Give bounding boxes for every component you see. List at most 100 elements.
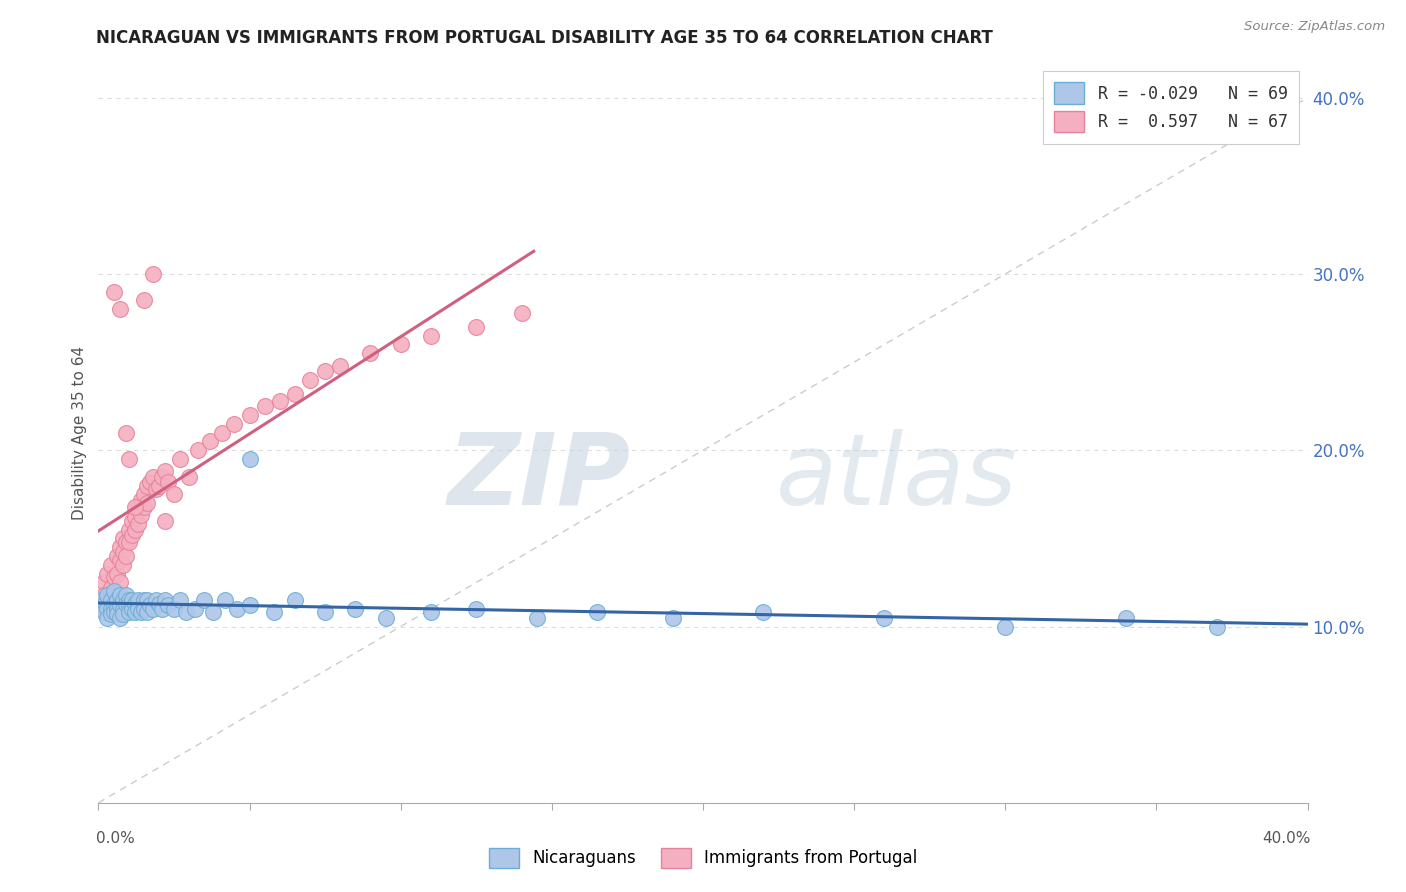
Point: [132, 602, 155, 616]
Point: [127, 517, 149, 532]
Point: [111, 545, 134, 559]
Point: [1115, 610, 1137, 624]
Point: [90, 602, 112, 616]
Point: [124, 510, 146, 524]
Point: [105, 602, 128, 616]
Point: [156, 599, 179, 613]
Point: [253, 399, 276, 413]
Point: [200, 434, 222, 449]
Point: [90, 593, 112, 607]
Point: [121, 593, 143, 607]
Point: [96, 602, 118, 616]
Point: [179, 469, 201, 483]
Point: [118, 535, 141, 549]
Point: [135, 593, 157, 607]
Point: [105, 593, 128, 607]
Point: [142, 267, 165, 281]
Point: [156, 475, 179, 489]
Point: [100, 602, 122, 616]
Point: [111, 532, 134, 546]
Point: [100, 593, 122, 607]
Point: [100, 607, 122, 622]
Point: [96, 610, 118, 624]
Point: [169, 593, 191, 607]
Text: NICARAGUAN VS IMMIGRANTS FROM PORTUGAL DISABILITY AGE 35 TO 64 CORRELATION CHART: NICARAGUAN VS IMMIGRANTS FROM PORTUGAL D…: [96, 29, 993, 46]
Point: [108, 302, 131, 317]
Point: [108, 552, 131, 566]
Point: [111, 607, 134, 622]
Point: [510, 306, 533, 320]
Y-axis label: Disability Age 35 to 64: Disability Age 35 to 64: [72, 345, 87, 520]
Point: [224, 417, 246, 431]
Point: [129, 492, 152, 507]
Point: [263, 606, 285, 620]
Point: [93, 606, 115, 620]
Point: [103, 285, 125, 299]
Point: [127, 593, 149, 607]
Point: [108, 599, 131, 613]
Point: [121, 514, 143, 528]
Text: Source: ZipAtlas.com: Source: ZipAtlas.com: [1244, 20, 1385, 33]
Point: [202, 606, 225, 620]
Point: [132, 487, 155, 501]
Point: [139, 475, 162, 489]
Point: [239, 408, 262, 422]
Point: [148, 478, 170, 492]
Text: 0.0%: 0.0%: [96, 831, 135, 846]
Point: [118, 599, 141, 613]
Point: [329, 359, 352, 373]
Point: [299, 373, 322, 387]
Point: [114, 425, 136, 440]
Point: [100, 558, 122, 572]
Point: [93, 599, 115, 613]
Point: [389, 337, 412, 351]
Point: [127, 500, 149, 514]
Point: [129, 508, 152, 523]
Point: [103, 570, 125, 584]
Point: [96, 566, 118, 581]
Point: [127, 602, 149, 616]
Point: [118, 606, 141, 620]
Point: [135, 478, 157, 492]
Point: [132, 293, 155, 308]
Point: [135, 606, 157, 620]
Point: [314, 364, 336, 378]
Point: [465, 319, 488, 334]
Point: [132, 593, 155, 607]
Point: [873, 610, 896, 624]
Point: [124, 597, 146, 611]
Point: [142, 469, 165, 483]
Point: [135, 496, 157, 510]
Point: [105, 607, 128, 622]
Point: [145, 482, 167, 496]
Point: [586, 606, 609, 620]
Point: [193, 593, 215, 607]
Point: [153, 464, 176, 478]
Point: [142, 602, 165, 616]
Point: [269, 393, 291, 408]
Point: [103, 593, 125, 607]
Point: [150, 602, 173, 616]
Text: atlas: atlas: [776, 428, 1017, 525]
Point: [124, 523, 146, 537]
Point: [111, 602, 134, 616]
Point: [103, 584, 125, 599]
Legend: Nicaraguans, Immigrants from Portugal: Nicaraguans, Immigrants from Portugal: [482, 841, 924, 875]
Legend: R = -0.029   N = 69, R =  0.597   N = 67: R = -0.029 N = 69, R = 0.597 N = 67: [1043, 70, 1299, 144]
Point: [114, 549, 136, 563]
Point: [103, 597, 125, 611]
Point: [114, 588, 136, 602]
Point: [153, 593, 176, 607]
Point: [118, 452, 141, 467]
Point: [284, 593, 307, 607]
Point: [103, 606, 125, 620]
Point: [420, 606, 443, 620]
Point: [344, 602, 367, 616]
Point: [465, 602, 488, 616]
Point: [108, 540, 131, 554]
Point: [121, 528, 143, 542]
Point: [105, 566, 128, 581]
Point: [314, 606, 336, 620]
Point: [108, 575, 131, 590]
Point: [96, 588, 118, 602]
